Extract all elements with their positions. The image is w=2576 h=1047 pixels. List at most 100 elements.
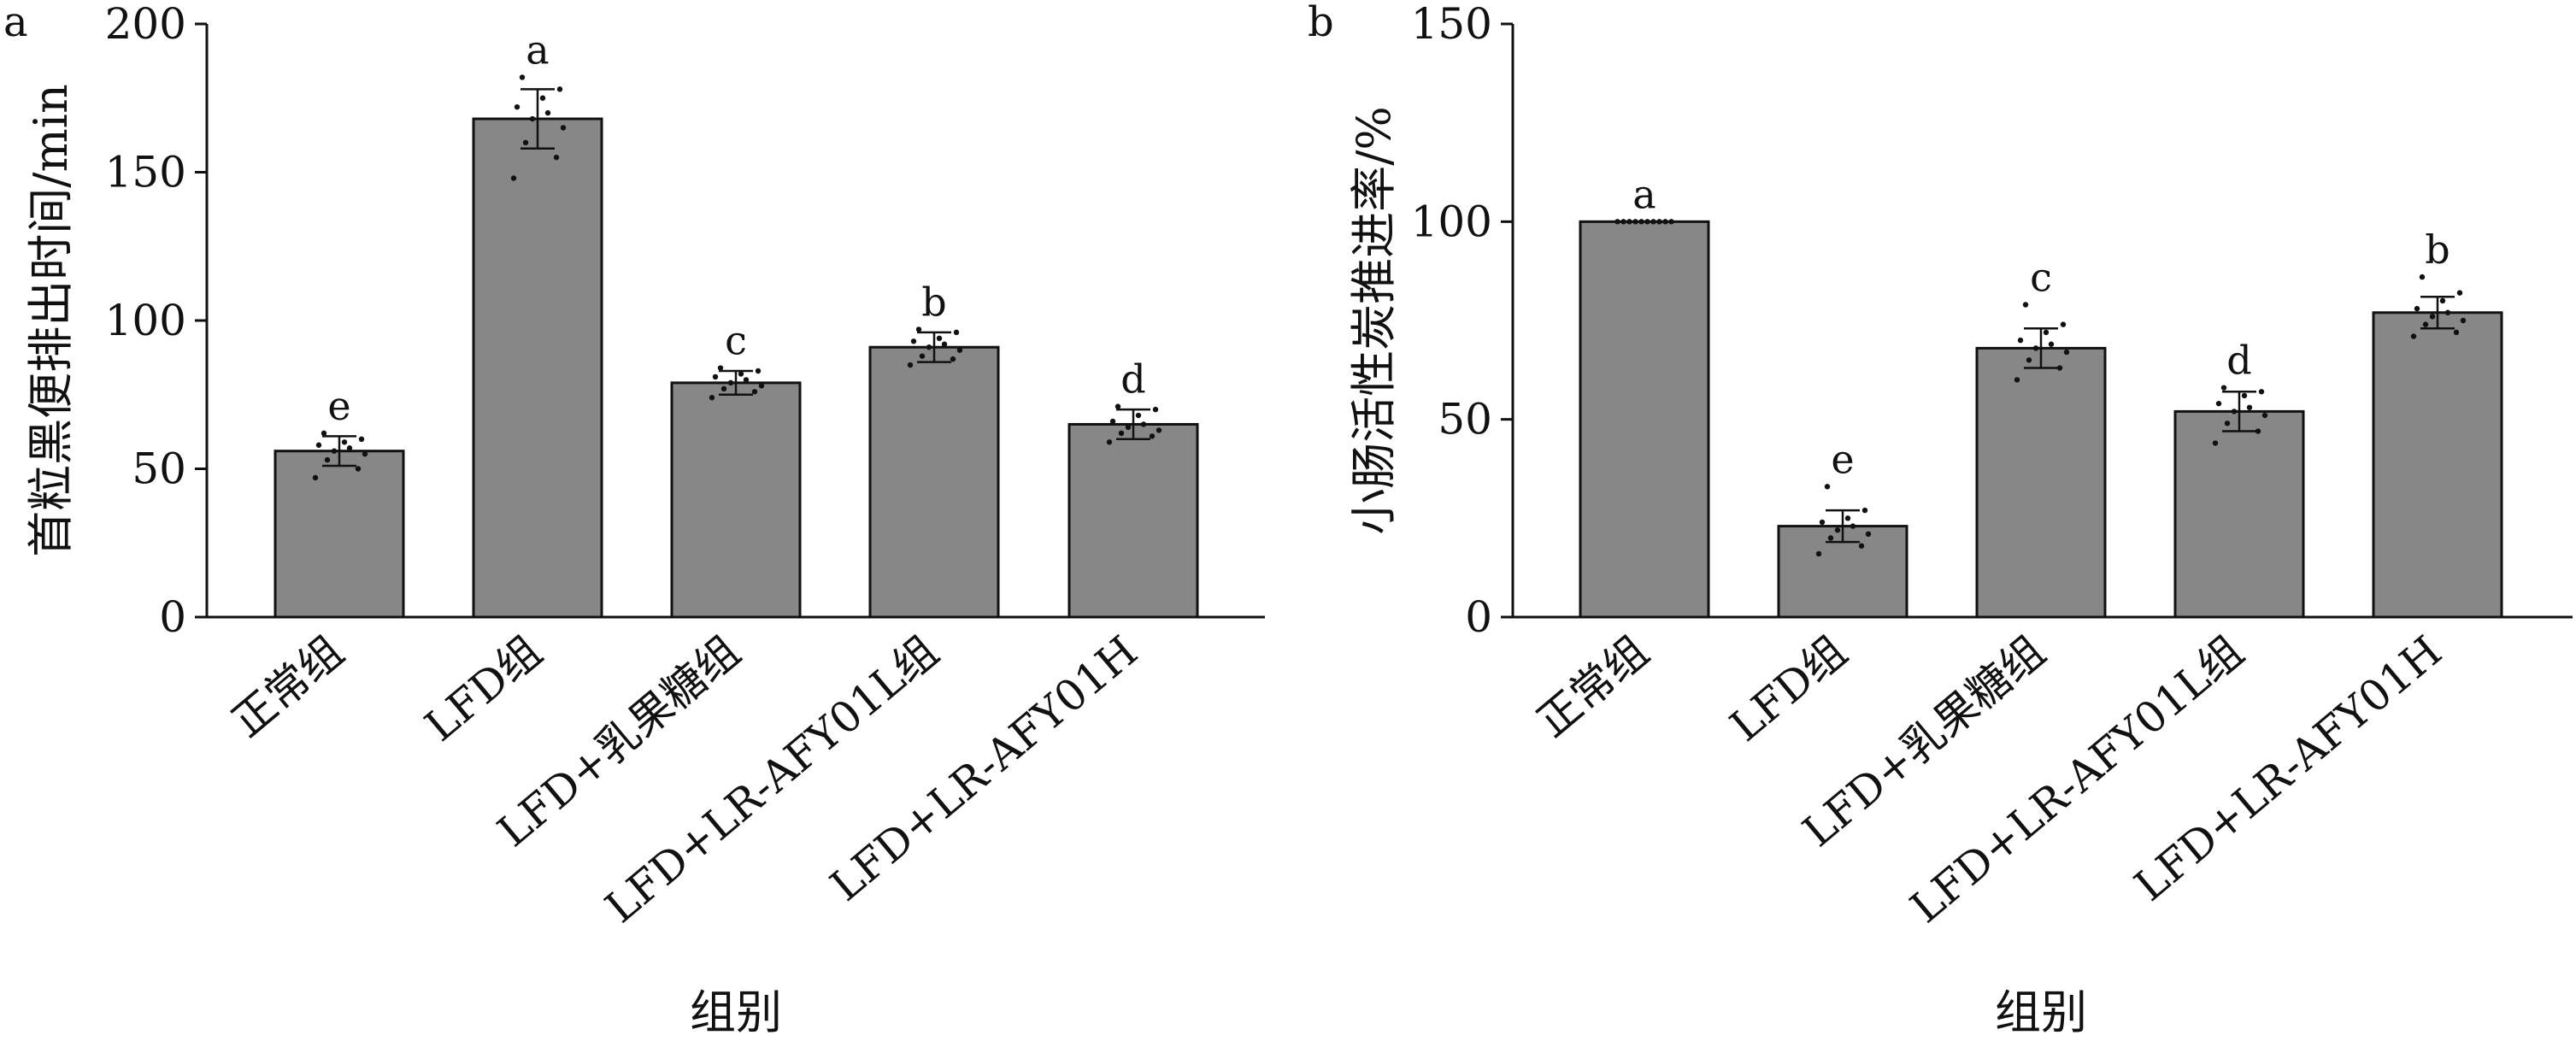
y-tick-label: 0 (1465, 592, 1492, 642)
data-point (1815, 550, 1822, 557)
bar (2173, 409, 2305, 619)
data-point (1626, 219, 1632, 225)
y-tick-label: 100 (105, 296, 186, 345)
data-point (2215, 400, 2222, 407)
data-point (355, 466, 362, 472)
data-point (717, 365, 724, 371)
x-tick-label: 正常组 (223, 626, 353, 747)
bar (1975, 346, 2107, 619)
data-point (2022, 302, 2029, 308)
y-tick-label: 50 (1438, 395, 1492, 444)
data-point (1106, 439, 1113, 445)
data-point (1656, 219, 1662, 225)
data-point (1834, 527, 1841, 533)
data-point (2241, 392, 2248, 399)
bar (1579, 220, 1710, 619)
bar (868, 345, 1000, 619)
data-point (1668, 219, 1674, 225)
data-point (2419, 274, 2426, 280)
data-point (556, 86, 563, 92)
data-point (560, 125, 567, 131)
data-point (2231, 409, 2238, 415)
data-point (522, 139, 529, 145)
y-tick-label: 200 (105, 0, 186, 49)
data-point (1156, 427, 1162, 433)
data-point (936, 335, 943, 342)
data-point (514, 103, 520, 110)
data-point (362, 450, 368, 457)
data-point (1115, 403, 1121, 409)
data-point (358, 436, 365, 442)
data-point (2261, 412, 2268, 419)
panel-label: b (1308, 0, 1334, 46)
significance-letter: c (2030, 254, 2052, 300)
data-point (950, 356, 956, 362)
data-point (519, 74, 526, 80)
data-point (2258, 389, 2265, 395)
data-point (1118, 430, 1125, 437)
data-point (539, 95, 546, 101)
data-point (1662, 219, 1668, 225)
data-point (2014, 377, 2020, 383)
data-point (2063, 349, 2070, 356)
bar (670, 381, 802, 619)
data-point (553, 154, 560, 161)
data-point (1632, 219, 1638, 225)
data-point (2453, 329, 2460, 336)
data-point (727, 379, 734, 386)
data-point (2043, 329, 2050, 336)
data-point (2414, 305, 2420, 312)
data-point (2224, 421, 2231, 426)
data-point (709, 395, 715, 401)
significance-letter: d (1120, 356, 1145, 403)
data-point (1149, 433, 1156, 439)
x-tick-label: LFD+LR-AFY01L组 (596, 626, 947, 932)
y-tick-label: 50 (132, 444, 186, 494)
chart-panel-b: ba正常组eLFD组cLFD+乳果糖组dLFD+LR-AFY01L组bLFD+L… (1308, 0, 2573, 1039)
data-point (1650, 219, 1656, 225)
significance-letter: b (921, 279, 946, 325)
x-axis-title: 组别 (690, 985, 782, 1039)
data-point (2429, 314, 2436, 320)
data-point (312, 474, 319, 481)
panel-label: a (3, 0, 28, 46)
bar (2372, 311, 2503, 619)
data-point (2444, 309, 2451, 315)
data-point (1135, 412, 1142, 419)
data-point (321, 430, 327, 437)
y-tick-label: 0 (159, 592, 186, 642)
data-point (346, 445, 353, 451)
data-point (1827, 535, 1834, 541)
significance-letter: c (725, 318, 747, 364)
bar (273, 450, 405, 619)
data-point (738, 371, 744, 377)
significance-letter: b (2425, 226, 2450, 273)
data-point (1140, 421, 1147, 427)
data-point (755, 368, 762, 374)
data-point (324, 456, 331, 463)
data-point (2246, 404, 2253, 410)
data-point (2460, 317, 2467, 324)
data-point (941, 341, 948, 347)
y-tick-label: 100 (1411, 197, 1492, 246)
significance-letter: a (1632, 171, 1656, 217)
data-point (2410, 333, 2417, 339)
data-point (758, 383, 765, 389)
y-axis-title: 小肠活性炭推进率/% (1347, 106, 1401, 535)
data-point (1644, 219, 1650, 225)
data-point (1858, 543, 1865, 549)
data-point (2255, 428, 2261, 434)
data-point (1861, 507, 1868, 514)
y-axis-title: 首粒黑便排出时间/min (24, 84, 78, 556)
data-point (2439, 297, 2446, 304)
data-point (2212, 440, 2219, 446)
bar (472, 117, 603, 619)
data-point (1844, 515, 1851, 521)
data-point (956, 347, 963, 353)
data-point (2026, 357, 2032, 363)
data-point (510, 175, 517, 181)
data-point (1109, 418, 1116, 425)
data-point (1620, 219, 1626, 225)
data-point (712, 374, 719, 380)
